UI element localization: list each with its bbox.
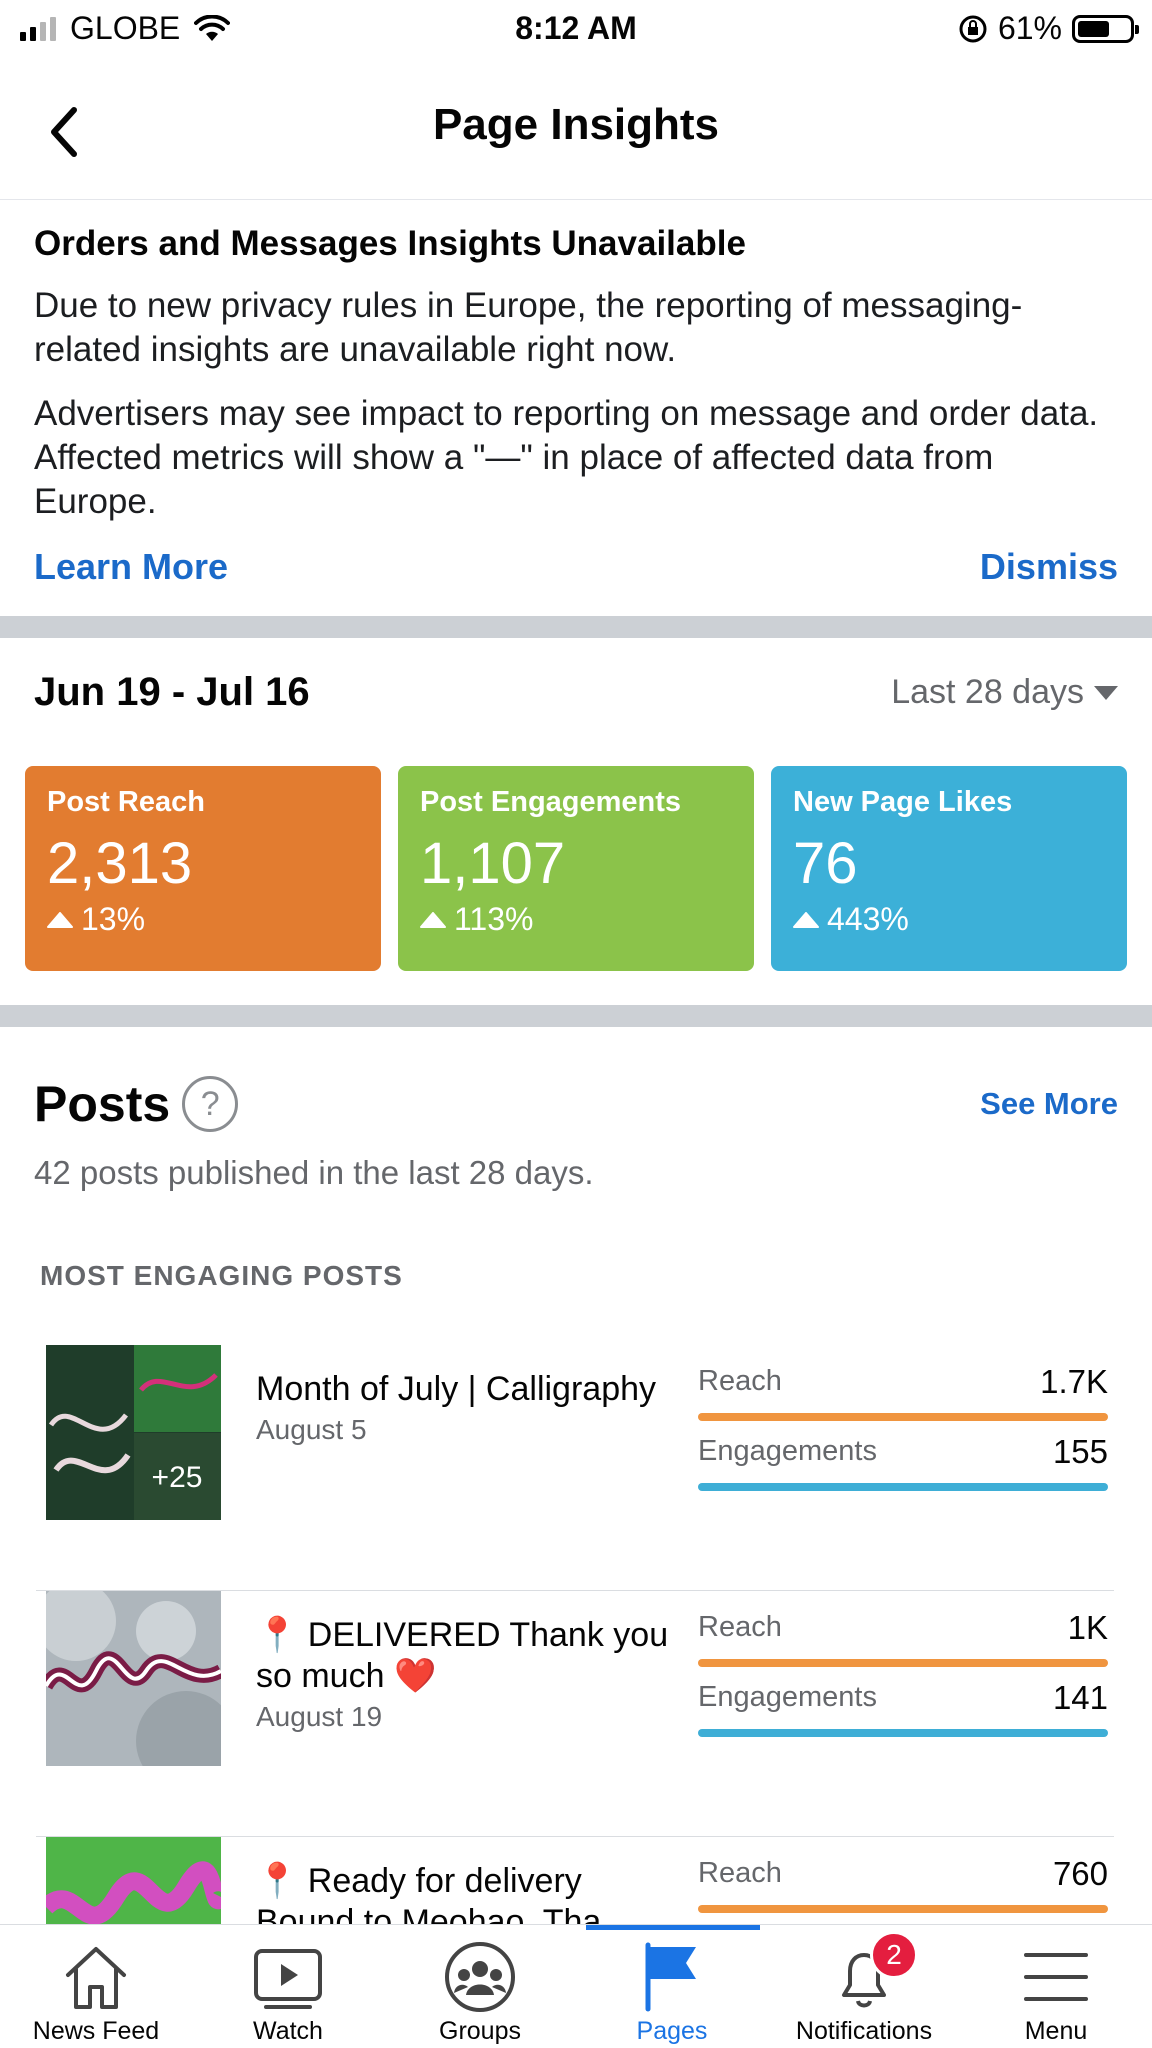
tab-label: Pages <box>636 2017 708 2045</box>
post-thumbnail: +25 <box>46 1345 221 1520</box>
notice-title: Orders and Messages Insights Unavailable <box>34 224 746 263</box>
metric-label: New Page Likes <box>793 786 1013 818</box>
most-engaging-label: MOST ENGAGING POSTS <box>40 1260 403 1291</box>
engagements-value: 141 <box>1052 1679 1108 1716</box>
dismiss-button[interactable]: Dismiss <box>979 546 1118 587</box>
status-right: 61% <box>958 10 1139 47</box>
nav-header: Page Insights <box>0 60 1152 200</box>
section-divider <box>0 616 1152 638</box>
reach-value: 1K <box>1067 1609 1108 1646</box>
posts-header: Posts ? See More <box>34 1075 1118 1133</box>
engagements-value: 155 <box>1052 1433 1108 1470</box>
tab-menu[interactable]: Menu <box>960 1925 1152 2048</box>
battery-icon <box>1072 14 1139 43</box>
post-stats: Reach 1.7K Engagements 155 <box>698 1363 1108 1505</box>
learn-more-link[interactable]: Learn More <box>34 546 229 587</box>
metric-card-post-engagements[interactable]: Post Engagements 1,107 113% <box>398 766 754 971</box>
post-date: August 19 <box>256 1701 383 1732</box>
tab-label: Watch <box>253 2017 323 2045</box>
home-icon <box>66 1947 126 2009</box>
engagements-label: Engagements <box>698 1681 877 1713</box>
tab-notifications[interactable]: 2 Notifications <box>768 1925 960 2048</box>
period-dropdown[interactable]: Last 28 days <box>891 673 1118 712</box>
post-thumbnail <box>46 1591 221 1766</box>
post-title: 📍 DELIVERED Thank you so much ❤️ <box>256 1616 669 1695</box>
post-stats: Reach 760 <box>698 1855 1108 1927</box>
metric-card-new-page-likes[interactable]: New Page Likes 76 443% <box>771 766 1127 971</box>
notification-badge: 2 <box>870 1931 918 1979</box>
post-title: Month of July | Calligraphy <box>256 1370 657 1408</box>
see-more-link[interactable]: See More <box>980 1086 1118 1121</box>
metric-value: 2,313 <box>47 831 193 896</box>
reach-bar <box>698 1413 1108 1421</box>
tab-label: Groups <box>439 2017 521 2045</box>
status-time: 8:12 AM <box>515 10 637 46</box>
tab-label: Notifications <box>795 2017 933 2045</box>
carrier-name: GLOBE <box>70 10 181 46</box>
metric-change: 113% <box>454 901 534 937</box>
metric-change: 13% <box>81 901 146 937</box>
active-tab-indicator <box>586 1925 760 1930</box>
reach-bar <box>698 1905 1108 1913</box>
back-chevron-icon[interactable] <box>40 102 88 162</box>
tab-label: News Feed <box>32 2017 160 2045</box>
posts-subtitle: 42 posts published in the last 28 days. <box>34 1154 594 1191</box>
privacy-notice: Orders and Messages Insights Unavailable… <box>0 200 1152 616</box>
metric-card-post-reach[interactable]: Post Reach 2,313 13% <box>25 766 381 971</box>
post-stats: Reach 1K Engagements 141 <box>698 1609 1108 1751</box>
reach-value: 1.7K <box>1040 1363 1108 1400</box>
post-date: August 5 <box>256 1414 367 1445</box>
post-title: 📍 Ready for delivery Bound to Meohao. Th… <box>256 1862 602 1927</box>
reach-value: 760 <box>1052 1855 1108 1892</box>
signal-icon <box>20 16 56 41</box>
metric-value: 76 <box>793 831 858 896</box>
reach-label: Reach <box>698 1857 782 1889</box>
page-title: Page Insights <box>432 100 720 149</box>
tab-groups[interactable]: Groups <box>384 1925 576 2048</box>
trend-up-icon <box>793 911 819 928</box>
notice-paragraph-2: Advertisers may see impact to reporting … <box>34 394 1099 521</box>
date-range-row: Jun 19 - Jul 16 Last 28 days <box>34 670 1118 715</box>
posts-title: Posts <box>34 1076 171 1132</box>
post-row[interactable]: +25 Month of July | Calligraphy August 5… <box>36 1345 1114 1591</box>
wifi-icon <box>194 14 231 41</box>
status-left: GLOBE <box>20 10 231 47</box>
engagements-bar <box>698 1729 1108 1737</box>
tab-label: Menu <box>1024 2017 1088 2045</box>
metric-label: Post Engagements <box>420 786 682 818</box>
reach-label: Reach <box>698 1611 782 1643</box>
tab-pages[interactable]: Pages <box>576 1925 768 2048</box>
groups-icon <box>445 1942 515 2012</box>
status-bar: GLOBE 8:12 AM 61% <box>0 0 1152 60</box>
date-range: Jun 19 - Jul 16 <box>34 670 310 714</box>
metric-label: Post Reach <box>47 786 205 818</box>
rotation-lock-icon <box>959 15 987 42</box>
trend-up-icon <box>47 911 73 928</box>
help-icon[interactable]: ? <box>182 1076 239 1132</box>
bottom-tab-bar: News Feed Watch Groups Pages <box>0 1924 1152 2048</box>
watch-icon <box>254 1949 322 2009</box>
flag-icon <box>645 1942 696 2012</box>
reach-label: Reach <box>698 1365 782 1397</box>
post-row[interactable]: 📍 DELIVERED Thank you so much ❤️ August … <box>36 1591 1114 1837</box>
trend-up-icon <box>420 911 446 928</box>
metric-value: 1,107 <box>420 831 566 896</box>
metric-change: 443% <box>827 901 909 937</box>
metric-cards: Post Reach 2,313 13% Post Engagements 1,… <box>25 766 1127 971</box>
engagements-label: Engagements <box>698 1435 877 1467</box>
menu-icon <box>1024 1953 1088 2001</box>
more-photos-count: +25 <box>152 1461 203 1494</box>
section-divider <box>0 1005 1152 1027</box>
tab-watch[interactable]: Watch <box>192 1925 384 2048</box>
period-label: Last 28 days <box>891 673 1084 711</box>
reach-bar <box>698 1659 1108 1667</box>
battery-percent: 61% <box>997 10 1062 46</box>
tab-news-feed[interactable]: News Feed <box>0 1925 192 2048</box>
notice-paragraph-1: Due to new privacy rules in Europe, the … <box>34 286 1023 369</box>
engagements-bar <box>698 1483 1108 1491</box>
dropdown-caret-icon <box>1094 685 1118 700</box>
